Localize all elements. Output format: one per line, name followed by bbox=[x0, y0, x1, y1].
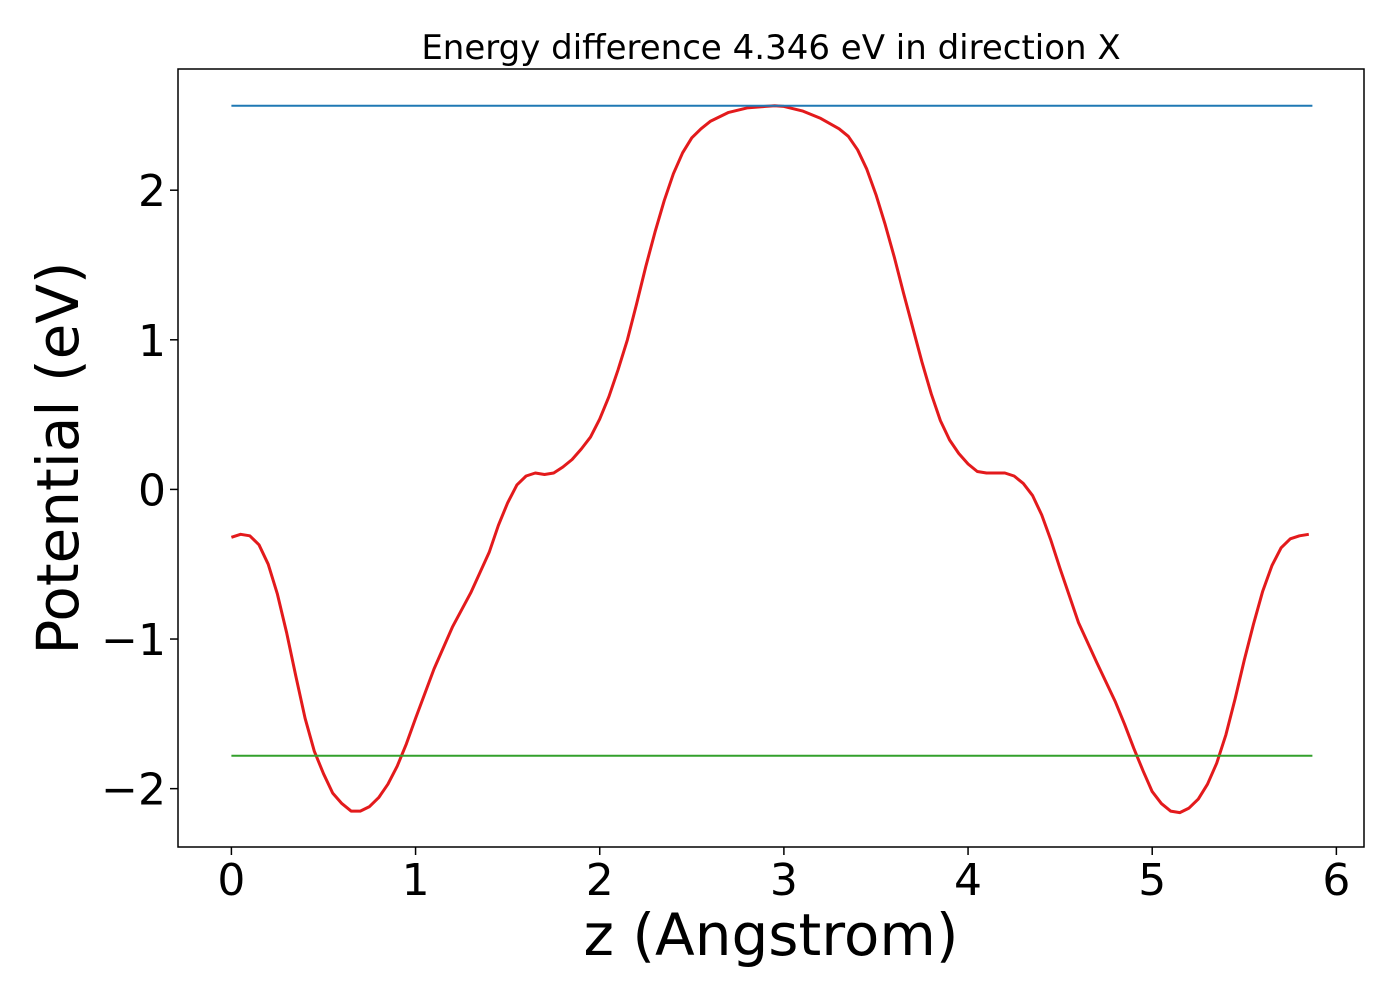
y-tick-label: 2 bbox=[138, 166, 166, 217]
y-axis-label: Potential (eV) bbox=[24, 261, 92, 654]
x-axis-label: z (Angstrom) bbox=[584, 901, 959, 969]
plot-frame bbox=[177, 68, 1365, 848]
x-tick-label: 5 bbox=[1138, 855, 1166, 906]
y-tick-label: −1 bbox=[101, 615, 166, 666]
y-tick-label: 1 bbox=[138, 316, 166, 367]
x-tick-label: 1 bbox=[402, 855, 430, 906]
chart-title: Energy difference 4.346 eV in direction … bbox=[421, 28, 1120, 68]
x-axis-ticks: 0 1 2 3 4 5 6 bbox=[217, 847, 1350, 906]
x-tick-label: 6 bbox=[1322, 855, 1350, 906]
y-tick-label: −2 bbox=[101, 765, 166, 816]
potential-curve bbox=[230, 104, 1310, 815]
x-tick-label: 2 bbox=[586, 855, 614, 906]
x-tick-label: 4 bbox=[954, 855, 982, 906]
x-tick-label: 0 bbox=[217, 855, 245, 906]
x-tick-label: 3 bbox=[770, 855, 798, 906]
plot-area bbox=[230, 104, 1313, 815]
y-tick-label: 0 bbox=[138, 465, 166, 516]
y-axis-ticks: −2 −1 0 1 2 bbox=[101, 166, 178, 816]
